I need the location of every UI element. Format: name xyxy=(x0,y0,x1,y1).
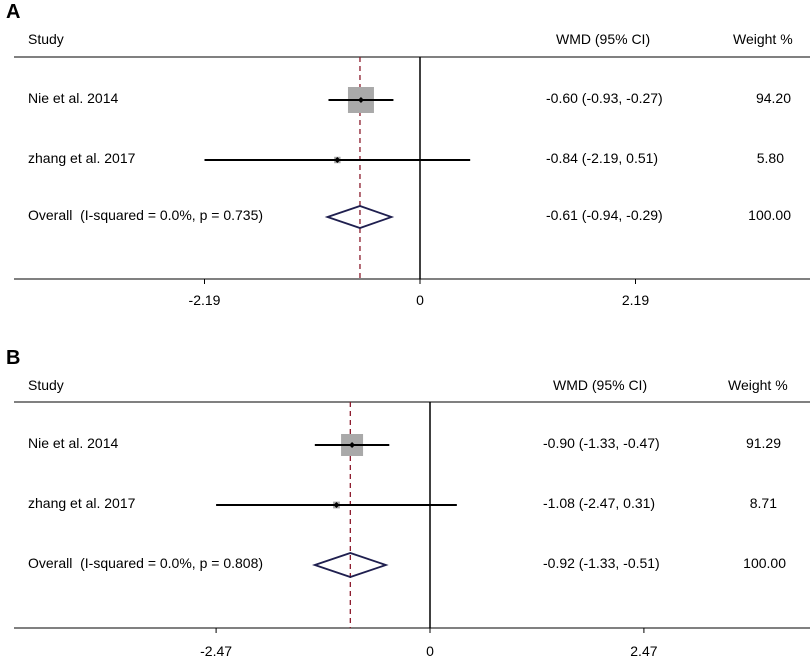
panel-a-study-1-weight: 94.20 xyxy=(756,90,791,106)
panel-a-header-study: Study xyxy=(28,31,64,47)
panel-a-overall-effect: -0.61 (-0.94, -0.29) xyxy=(546,207,663,223)
panel-a-study-2-weight: 5.80 xyxy=(757,150,784,166)
panel-a-study-2-effect: -0.84 (-2.19, 0.51) xyxy=(546,150,658,166)
panel-b-study-2-label: zhang et al. 2017 xyxy=(28,495,136,511)
panel-a-overall-label: Overall (I-squared = 0.0%, p = 0.735) xyxy=(28,207,263,223)
panel-b-tick-label-1: -2.47 xyxy=(200,643,232,657)
panel-b-study-1-effect: -0.90 (-1.33, -0.47) xyxy=(543,435,660,451)
panel-b-study-1-weight: 91.29 xyxy=(746,435,781,451)
panel-b-overall-weight: 100.00 xyxy=(743,555,786,571)
panel-b-overall-effect: -0.92 (-1.33, -0.51) xyxy=(543,555,660,571)
panel-b-study-2-effect: -1.08 (-2.47, 0.31) xyxy=(543,495,655,511)
panel-a: A Study WMD (95% CI) Weight % Nie et al.… xyxy=(6,1,793,223)
forest-marks: -2.19 0 2.19 -2.47 0 2.47 xyxy=(14,56,810,657)
panel-b-overall-diamond xyxy=(312,552,389,578)
panel-a-header-weight: Weight % xyxy=(733,31,793,47)
panel-a-study-2-point xyxy=(334,157,341,163)
panel-a-study-1-label: Nie et al. 2014 xyxy=(28,90,118,106)
panel-a-overall-diamond xyxy=(324,205,395,229)
panel-b-tick-label-3: 2.47 xyxy=(630,643,657,657)
panel-a-tick-label-3: 2.19 xyxy=(622,292,649,308)
panel-a-tick-label-2: 0 xyxy=(416,292,424,308)
panel-b-study-2-weight: 8.71 xyxy=(750,495,777,511)
panel-a-overall-weight: 100.00 xyxy=(748,207,791,223)
panel-b-letter: B xyxy=(6,347,20,369)
panel-b-header-study: Study xyxy=(28,377,64,393)
panel-a-study-1-effect: -0.60 (-0.93, -0.27) xyxy=(546,90,663,106)
panel-a-study-1-point xyxy=(357,97,364,103)
panel-a-letter: A xyxy=(6,1,20,23)
panel-a-header-effect: WMD (95% CI) xyxy=(556,31,650,47)
panel-b-study-1-label: Nie et al. 2014 xyxy=(28,435,118,451)
panel-a-tick-label-1: -2.19 xyxy=(189,292,221,308)
panel-b-study-1-point xyxy=(349,442,356,448)
panel-b-overall-label: Overall (I-squared = 0.0%, p = 0.808) xyxy=(28,555,263,571)
panel-b-tick-label-2: 0 xyxy=(426,643,434,657)
panel-b: B Study WMD (95% CI) Weight % Nie et al.… xyxy=(6,347,788,571)
panel-a-study-2-label: zhang et al. 2017 xyxy=(28,150,136,166)
panel-b-header-weight: Weight % xyxy=(728,377,788,393)
panel-b-study-2-point xyxy=(333,502,340,508)
panel-b-header-effect: WMD (95% CI) xyxy=(553,377,647,393)
